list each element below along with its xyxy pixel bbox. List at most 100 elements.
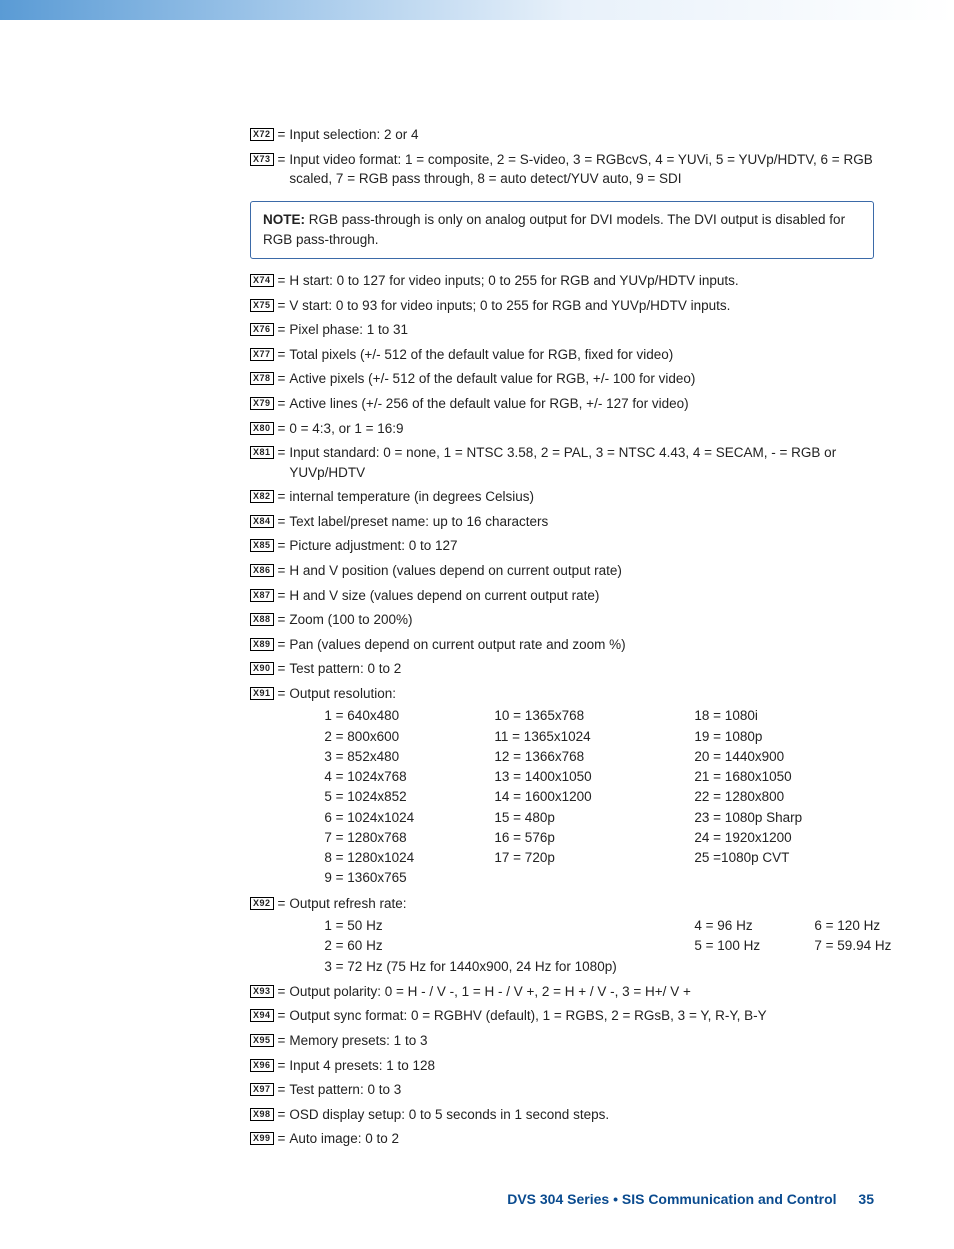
refresh-item: 4 = 96 Hz bbox=[694, 916, 814, 936]
var-x85: X85 bbox=[250, 539, 274, 552]
note-box: NOTE: RGB pass-through is only on analog… bbox=[250, 201, 874, 260]
desc-x74: H start: 0 to 127 for video inputs; 0 to… bbox=[289, 271, 874, 291]
var-x98: X98 bbox=[250, 1108, 274, 1121]
refresh-columns: 1 = 50 Hz2 = 60 Hz3 = 72 Hz (75 Hz for 1… bbox=[324, 916, 934, 977]
var-x84: X84 bbox=[250, 515, 274, 528]
desc-x75: V start: 0 to 93 for video inputs; 0 to … bbox=[289, 296, 874, 316]
def-x78: X78= Active pixels (+/- 512 of the defau… bbox=[250, 369, 874, 389]
def-x97: X97= Test pattern: 0 to 3 bbox=[250, 1080, 874, 1100]
var-x82: X82 bbox=[250, 490, 274, 503]
desc-x77: Total pixels (+/- 512 of the default val… bbox=[289, 345, 874, 365]
def-x74: X74= H start: 0 to 127 for video inputs;… bbox=[250, 271, 874, 291]
resolution-item: 12 = 1366x768 bbox=[494, 747, 694, 767]
desc-x87: H and V size (values depend on current o… bbox=[289, 586, 874, 606]
def-x92: X92= Output refresh rate: 1 = 50 Hz2 = 6… bbox=[250, 894, 874, 977]
resolution-item: 1 = 640x480 bbox=[324, 706, 494, 726]
desc-x72: Input selection: 2 or 4 bbox=[289, 125, 874, 145]
refresh-item: 1 = 50 Hz bbox=[324, 916, 694, 936]
resolution-columns: 1 = 640x4802 = 800x6003 = 852x4804 = 102… bbox=[324, 706, 874, 888]
var-x94: X94 bbox=[250, 1009, 274, 1022]
var-x81: X81 bbox=[250, 446, 274, 459]
refresh-item: 6 = 120 Hz bbox=[814, 916, 934, 936]
desc-x78: Active pixels (+/- 512 of the default va… bbox=[289, 369, 874, 389]
resolution-item: 24 = 1920x1200 bbox=[694, 828, 864, 848]
note-label: NOTE: bbox=[263, 212, 305, 227]
var-x72: X72 bbox=[250, 128, 274, 141]
def-x76: X76= Pixel phase: 1 to 31 bbox=[250, 320, 874, 340]
def-x85: X85= Picture adjustment: 0 to 127 bbox=[250, 536, 874, 556]
resolution-item: 13 = 1400x1050 bbox=[494, 767, 694, 787]
desc-x90: Test pattern: 0 to 2 bbox=[289, 659, 874, 679]
resolution-item: 2 = 800x600 bbox=[324, 727, 494, 747]
page-footer: DVS 304 Series • SIS Communication and C… bbox=[250, 1189, 874, 1209]
def-x94: X94= Output sync format: 0 = RGBHV (defa… bbox=[250, 1006, 874, 1026]
def-x88: X88= Zoom (100 to 200%) bbox=[250, 610, 874, 630]
resolution-item: 9 = 1360x765 bbox=[324, 868, 494, 888]
desc-x84: Text label/preset name: up to 16 charact… bbox=[289, 512, 874, 532]
resolution-item: 10 = 1365x768 bbox=[494, 706, 694, 726]
def-x90: X90= Test pattern: 0 to 2 bbox=[250, 659, 874, 679]
var-x91: X91 bbox=[250, 687, 274, 700]
desc-x73: Input video format: 1 = composite, 2 = S… bbox=[289, 150, 874, 189]
resolution-item: 4 = 1024x768 bbox=[324, 767, 494, 787]
refresh-item: 5 = 100 Hz bbox=[694, 936, 814, 956]
desc-x85: Picture adjustment: 0 to 127 bbox=[289, 536, 874, 556]
var-x86: X86 bbox=[250, 564, 274, 577]
desc-x81: Input standard: 0 = none, 1 = NTSC 3.58,… bbox=[289, 443, 874, 482]
desc-x82: internal temperature (in degrees Celsius… bbox=[289, 487, 874, 507]
var-x74: X74 bbox=[250, 274, 274, 287]
def-x87: X87= H and V size (values depend on curr… bbox=[250, 586, 874, 606]
desc-x99: Auto image: 0 to 2 bbox=[289, 1129, 874, 1149]
def-x75: X75= V start: 0 to 93 for video inputs; … bbox=[250, 296, 874, 316]
def-x86: X86= H and V position (values depend on … bbox=[250, 561, 874, 581]
resolution-item: 11 = 1365x1024 bbox=[494, 727, 694, 747]
var-x75: X75 bbox=[250, 299, 274, 312]
footer-page-number: 35 bbox=[858, 1191, 874, 1207]
resolution-item: 8 = 1280x1024 bbox=[324, 848, 494, 868]
def-x80: X80= 0 = 4:3, or 1 = 16:9 bbox=[250, 419, 874, 439]
resolution-item: 19 = 1080p bbox=[694, 727, 864, 747]
def-x84: X84= Text label/preset name: up to 16 ch… bbox=[250, 512, 874, 532]
refresh-item: 7 = 59.94 Hz bbox=[814, 936, 934, 956]
desc-x95: Memory presets: 1 to 3 bbox=[289, 1031, 874, 1051]
var-x89: X89 bbox=[250, 638, 274, 651]
desc-x89: Pan (values depend on current output rat… bbox=[289, 635, 874, 655]
var-x90: X90 bbox=[250, 662, 274, 675]
desc-x86: H and V position (values depend on curre… bbox=[289, 561, 874, 581]
var-x76: X76 bbox=[250, 323, 274, 336]
resolution-item: 22 = 1280x800 bbox=[694, 787, 864, 807]
page-content: X72 = Input selection: 2 or 4 X73 = Inpu… bbox=[0, 20, 954, 1249]
resolution-item: 5 = 1024x852 bbox=[324, 787, 494, 807]
desc-x92-head: Output refresh rate: bbox=[289, 896, 406, 911]
def-x82: X82= internal temperature (in degrees Ce… bbox=[250, 487, 874, 507]
resolution-item: 23 = 1080p Sharp bbox=[694, 808, 864, 828]
desc-x80: 0 = 4:3, or 1 = 16:9 bbox=[289, 419, 874, 439]
desc-x96: Input 4 presets: 1 to 128 bbox=[289, 1056, 874, 1076]
resolution-item: 17 = 720p bbox=[494, 848, 694, 868]
desc-x88: Zoom (100 to 200%) bbox=[289, 610, 874, 630]
var-x92: X92 bbox=[250, 897, 274, 910]
footer-title: DVS 304 Series • SIS Communication and C… bbox=[507, 1191, 836, 1207]
desc-x94: Output sync format: 0 = RGBHV (default),… bbox=[289, 1006, 874, 1026]
desc-x79: Active lines (+/- 256 of the default val… bbox=[289, 394, 874, 414]
resolution-item: 18 = 1080i bbox=[694, 706, 864, 726]
def-x91: X91= Output resolution: 1 = 640x4802 = 8… bbox=[250, 684, 874, 889]
def-x81: X81= Input standard: 0 = none, 1 = NTSC … bbox=[250, 443, 874, 482]
def-x72: X72 = Input selection: 2 or 4 bbox=[250, 125, 874, 145]
def-x95: X95= Memory presets: 1 to 3 bbox=[250, 1031, 874, 1051]
def-x96: X96= Input 4 presets: 1 to 128 bbox=[250, 1056, 874, 1076]
resolution-item: 16 = 576p bbox=[494, 828, 694, 848]
resolution-item: 21 = 1680x1050 bbox=[694, 767, 864, 787]
var-x99: X99 bbox=[250, 1132, 274, 1145]
resolution-item: 6 = 1024x1024 bbox=[324, 808, 494, 828]
def-x98: X98= OSD display setup: 0 to 5 seconds i… bbox=[250, 1105, 874, 1125]
desc-x97: Test pattern: 0 to 3 bbox=[289, 1080, 874, 1100]
var-x87: X87 bbox=[250, 589, 274, 602]
header-gradient bbox=[0, 0, 954, 20]
var-x80: X80 bbox=[250, 422, 274, 435]
var-x93: X93 bbox=[250, 985, 274, 998]
var-x77: X77 bbox=[250, 348, 274, 361]
var-x97: X97 bbox=[250, 1083, 274, 1096]
var-x79: X79 bbox=[250, 397, 274, 410]
var-x78: X78 bbox=[250, 372, 274, 385]
